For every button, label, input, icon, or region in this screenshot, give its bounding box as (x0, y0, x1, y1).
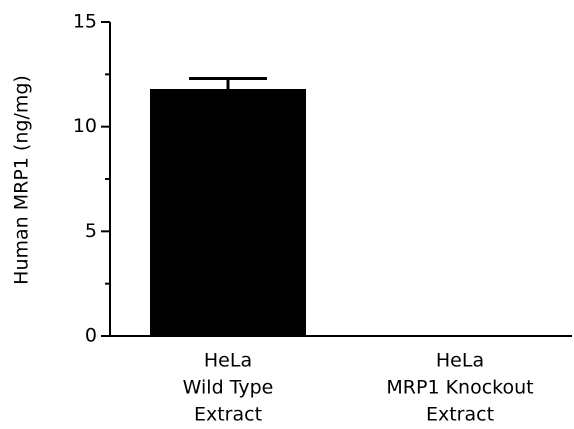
y-tick-label: 10 (73, 115, 97, 137)
bar (150, 88, 306, 336)
x-tick-label: Extract (194, 404, 262, 426)
x-tick-label: MRP1 Knockout (386, 377, 533, 399)
y-tick-label: 15 (73, 11, 97, 33)
error-bar (189, 77, 267, 89)
y-tick-label: 0 (85, 325, 97, 347)
x-tick-label: Extract (426, 404, 494, 426)
y-tick-label: 5 (85, 220, 97, 242)
x-tick-label: HeLa (204, 350, 252, 372)
x-tick-label: HeLa (436, 350, 484, 372)
x-tick-label: Wild Type (183, 377, 274, 399)
y-axis-label: Human MRP1 (ng/mg) (11, 75, 33, 285)
